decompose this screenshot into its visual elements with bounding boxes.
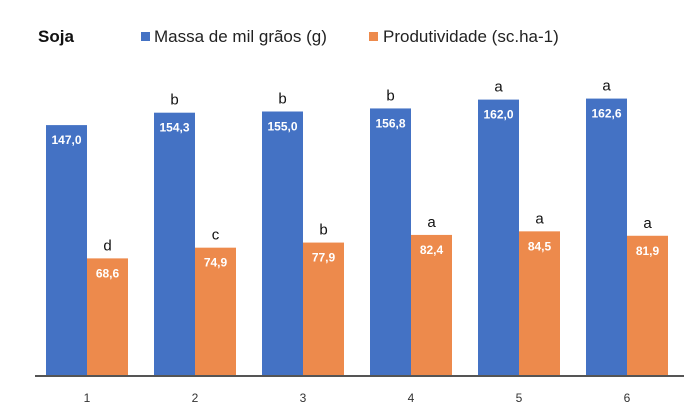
bar-value-massa-1: 147,0: [51, 133, 81, 147]
x-tick-1: 1: [84, 391, 91, 405]
bar-produtividade-2: [195, 247, 236, 375]
bar-value-produtividade-6: 81,9: [636, 244, 660, 258]
x-tick-3: 3: [300, 391, 307, 405]
bar-value-produtividade-4: 82,4: [420, 243, 444, 257]
significance-letter-massa-4: b: [386, 87, 394, 104]
bar-value-produtividade-2: 74,9: [204, 256, 228, 270]
bar-value-massa-2: 154,3: [159, 121, 189, 135]
bar-produtividade-5: [519, 231, 560, 375]
significance-letter-produtividade-6: a: [643, 215, 652, 232]
bar-produtividade-4: [411, 234, 452, 375]
x-tick-2: 2: [192, 391, 199, 405]
legend-label-massa: Massa de mil grãos (g): [154, 27, 327, 46]
bar-produtividade-3: [303, 242, 344, 375]
x-tick-6: 6: [624, 391, 631, 405]
bar-value-produtividade-5: 84,5: [528, 239, 552, 253]
bar-massa-1: [46, 125, 87, 375]
bar-massa-5: [478, 99, 519, 375]
significance-letter-produtividade-5: a: [535, 210, 544, 227]
x-tick-4: 4: [408, 391, 415, 405]
significance-letter-produtividade-2: c: [212, 227, 220, 244]
bar-massa-6: [586, 98, 627, 375]
bar-produtividade-6: [627, 235, 668, 375]
significance-letter-produtividade-4: a: [427, 214, 436, 231]
bars-layer: 147,0 68,6 d 1 154,3 b 74,9 c 2 155,0 b 77,9 b 3 156,8…: [46, 78, 668, 405]
chart-title: Soja: [38, 27, 74, 46]
bar-massa-4: [370, 108, 411, 375]
significance-letter-massa-5: a: [494, 79, 503, 96]
bar-value-produtividade-3: 77,9: [312, 251, 336, 265]
bar-value-massa-4: 156,8: [375, 116, 405, 130]
significance-letter-produtividade-1: d: [103, 237, 111, 254]
bar-value-massa-6: 162,6: [591, 107, 621, 121]
significance-letter-massa-3: b: [278, 91, 286, 108]
significance-letter-produtividade-3: b: [319, 222, 327, 239]
significance-letter-massa-2: b: [170, 92, 178, 109]
bar-produtividade-1: [87, 258, 128, 375]
legend-swatch-produtividade: [369, 32, 378, 41]
legend-label-produtividade: Produtividade (sc.ha-1): [383, 27, 559, 46]
legend-swatch-massa: [141, 32, 150, 41]
bar-massa-3: [262, 111, 303, 375]
bar-value-massa-5: 162,0: [483, 108, 513, 122]
x-tick-5: 5: [516, 391, 523, 405]
legend: Massa de mil grãos (g) Produtividade (sc…: [141, 27, 559, 46]
bar-value-massa-3: 155,0: [267, 120, 297, 134]
significance-letter-massa-6: a: [602, 78, 611, 95]
bar-value-produtividade-1: 68,6: [96, 266, 120, 280]
bar-massa-2: [154, 112, 195, 375]
